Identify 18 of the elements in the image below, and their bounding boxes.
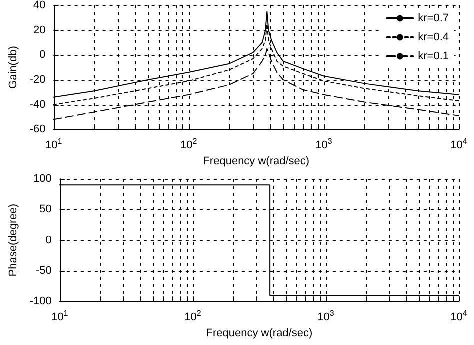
x-axis-title: Frequency w(rad/sec) [203, 156, 310, 168]
x-axis-title: Frequency w(rad/sec) [206, 328, 313, 340]
y-tick-label: 50 [40, 204, 52, 216]
y-tick-label: -40 [30, 98, 46, 111]
legend-label: kr=0.1 [418, 50, 450, 62]
y-tick-label: -100 [30, 296, 52, 308]
legend-label: kr=0.7 [418, 12, 450, 24]
y-tick-label: 40 [34, 0, 46, 12]
y-tick-label: -60 [30, 124, 46, 136]
y-tick-label: -20 [30, 74, 46, 86]
y-axis-title: Gain(db) [8, 46, 20, 89]
y-tick-label: 20 [34, 24, 46, 36]
y-tick-label: 100 [34, 173, 52, 185]
legend-label: kr=0.4 [418, 32, 450, 44]
y-axis-title: Phase(degree) [8, 204, 20, 277]
y-tick-label: -50 [36, 264, 52, 277]
y-tick-label: 0 [46, 234, 52, 246]
y-tick-label: 0 [40, 49, 46, 62]
